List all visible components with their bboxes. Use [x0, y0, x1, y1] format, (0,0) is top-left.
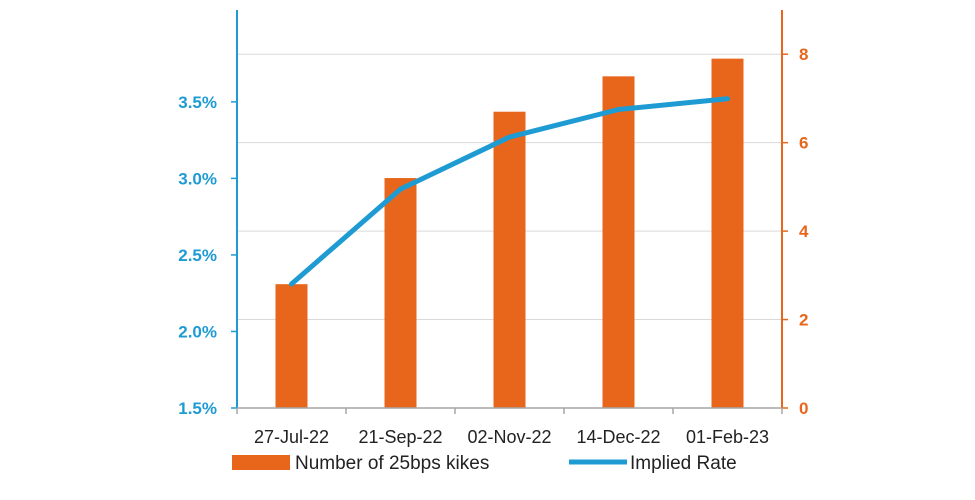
legend-swatch-bars — [232, 455, 290, 470]
legend-label-bars: Number of 25bps kikes — [295, 453, 489, 474]
bar-02-Nov-22 — [493, 111, 526, 408]
right-tick-label: 6 — [799, 134, 808, 153]
axes: 1.5% 2.0% 2.5% 3.0% 3.5% 0 2 4 6 8 27-Jul-22 21-Sep… — [178, 10, 809, 447]
bar-series — [275, 58, 744, 409]
legend: Number of 25bps kikes Implied Rate — [232, 453, 737, 474]
right-tick-label: 8 — [799, 45, 808, 64]
x-tick-label: 21-Sep-22 — [358, 427, 442, 447]
x-tick-label: 27-Jul-22 — [254, 427, 329, 447]
right-tick-label: 0 — [799, 399, 808, 418]
legend-label-line: Implied Rate — [630, 453, 737, 474]
implied-rate-line — [289, 96, 730, 287]
x-tick-label: 02-Nov-22 — [467, 427, 551, 447]
bar-27-Jul-22 — [275, 284, 308, 408]
left-tick-label: 3.0% — [178, 169, 217, 188]
bar-14-Dec-22 — [602, 76, 635, 408]
x-tick-label: 01-Feb-23 — [686, 427, 769, 447]
left-tick-label: 1.5% — [178, 399, 217, 418]
bar-21-Sep-22 — [384, 178, 417, 408]
line-series — [289, 96, 730, 287]
x-tick-label: 14-Dec-22 — [576, 427, 660, 447]
right-tick-label: 4 — [799, 222, 809, 241]
left-tick-label: 2.0% — [178, 322, 217, 341]
left-tick-label: 3.5% — [178, 93, 217, 112]
bar-01-Feb-23 — [711, 58, 744, 409]
right-tick-label: 2 — [799, 311, 808, 330]
left-tick-label: 2.5% — [178, 246, 217, 265]
